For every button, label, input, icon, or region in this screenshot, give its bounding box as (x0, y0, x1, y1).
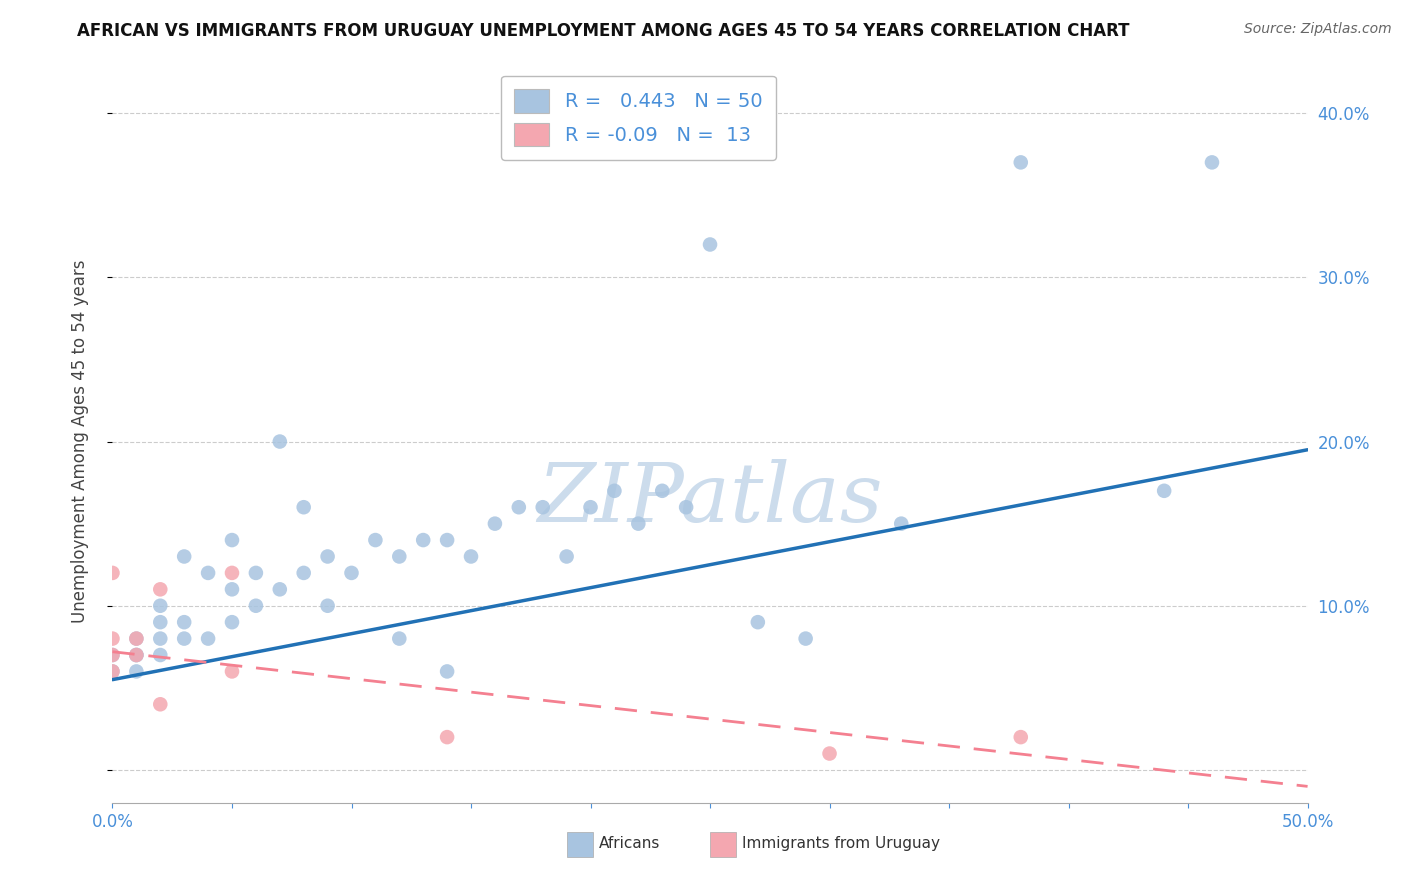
Point (125, 648, 148, 662)
Point (125, 665, 148, 679)
Text: ZIPatlas: ZIPatlas (537, 459, 883, 540)
Point (579, 500, 602, 515)
Point (436, 730, 458, 744)
FancyBboxPatch shape (710, 831, 737, 857)
Text: Immigrants from Uruguay: Immigrants from Uruguay (742, 837, 941, 852)
Point (149, 582, 172, 597)
Point (508, 500, 530, 515)
Point (412, 533, 434, 547)
Point (173, 615, 195, 630)
Point (818, 747, 841, 761)
Point (269, 582, 291, 597)
Legend: R =   0.443   N = 50, R = -0.09   N =  13: R = 0.443 N = 50, R = -0.09 N = 13 (501, 76, 776, 160)
Point (555, 549, 578, 564)
Point (531, 500, 554, 515)
Point (101, 665, 124, 679)
Point (101, 632, 124, 646)
Point (125, 632, 148, 646)
Point (125, 648, 148, 662)
Point (1010, 730, 1032, 744)
Point (125, 632, 148, 646)
Point (1201, 155, 1223, 169)
Point (269, 434, 291, 449)
Point (603, 483, 626, 498)
Point (388, 632, 411, 646)
Text: Africans: Africans (599, 837, 661, 852)
Point (292, 500, 315, 515)
Point (340, 566, 363, 580)
Point (149, 599, 172, 613)
Point (125, 648, 148, 662)
Text: Source: ZipAtlas.com: Source: ZipAtlas.com (1244, 22, 1392, 37)
Point (101, 665, 124, 679)
Point (675, 500, 697, 515)
Point (460, 549, 482, 564)
Point (173, 549, 195, 564)
Point (484, 516, 506, 531)
Point (245, 566, 267, 580)
Point (699, 237, 721, 252)
Point (388, 549, 411, 564)
Point (651, 483, 673, 498)
Point (316, 549, 339, 564)
Point (221, 566, 243, 580)
Point (245, 599, 267, 613)
Point (149, 615, 172, 630)
Point (221, 615, 243, 630)
Point (149, 648, 172, 662)
Point (436, 533, 458, 547)
Point (197, 566, 219, 580)
Point (221, 582, 243, 597)
Y-axis label: Unemployment Among Ages 45 to 54 years: Unemployment Among Ages 45 to 54 years (70, 260, 89, 624)
Point (149, 698, 172, 712)
Point (1153, 483, 1175, 498)
Point (292, 566, 315, 580)
Point (221, 533, 243, 547)
Point (149, 632, 172, 646)
Point (747, 615, 769, 630)
Point (173, 632, 195, 646)
Point (316, 599, 339, 613)
Point (364, 533, 387, 547)
Point (627, 516, 650, 531)
Point (101, 566, 124, 580)
Point (794, 632, 817, 646)
Point (221, 665, 243, 679)
Text: AFRICAN VS IMMIGRANTS FROM URUGUAY UNEMPLOYMENT AMONG AGES 45 TO 54 YEARS CORREL: AFRICAN VS IMMIGRANTS FROM URUGUAY UNEMP… (77, 22, 1130, 40)
Point (101, 648, 124, 662)
FancyBboxPatch shape (567, 831, 593, 857)
Point (1010, 155, 1032, 169)
Point (890, 516, 912, 531)
Point (101, 648, 124, 662)
Point (197, 632, 219, 646)
Point (436, 665, 458, 679)
